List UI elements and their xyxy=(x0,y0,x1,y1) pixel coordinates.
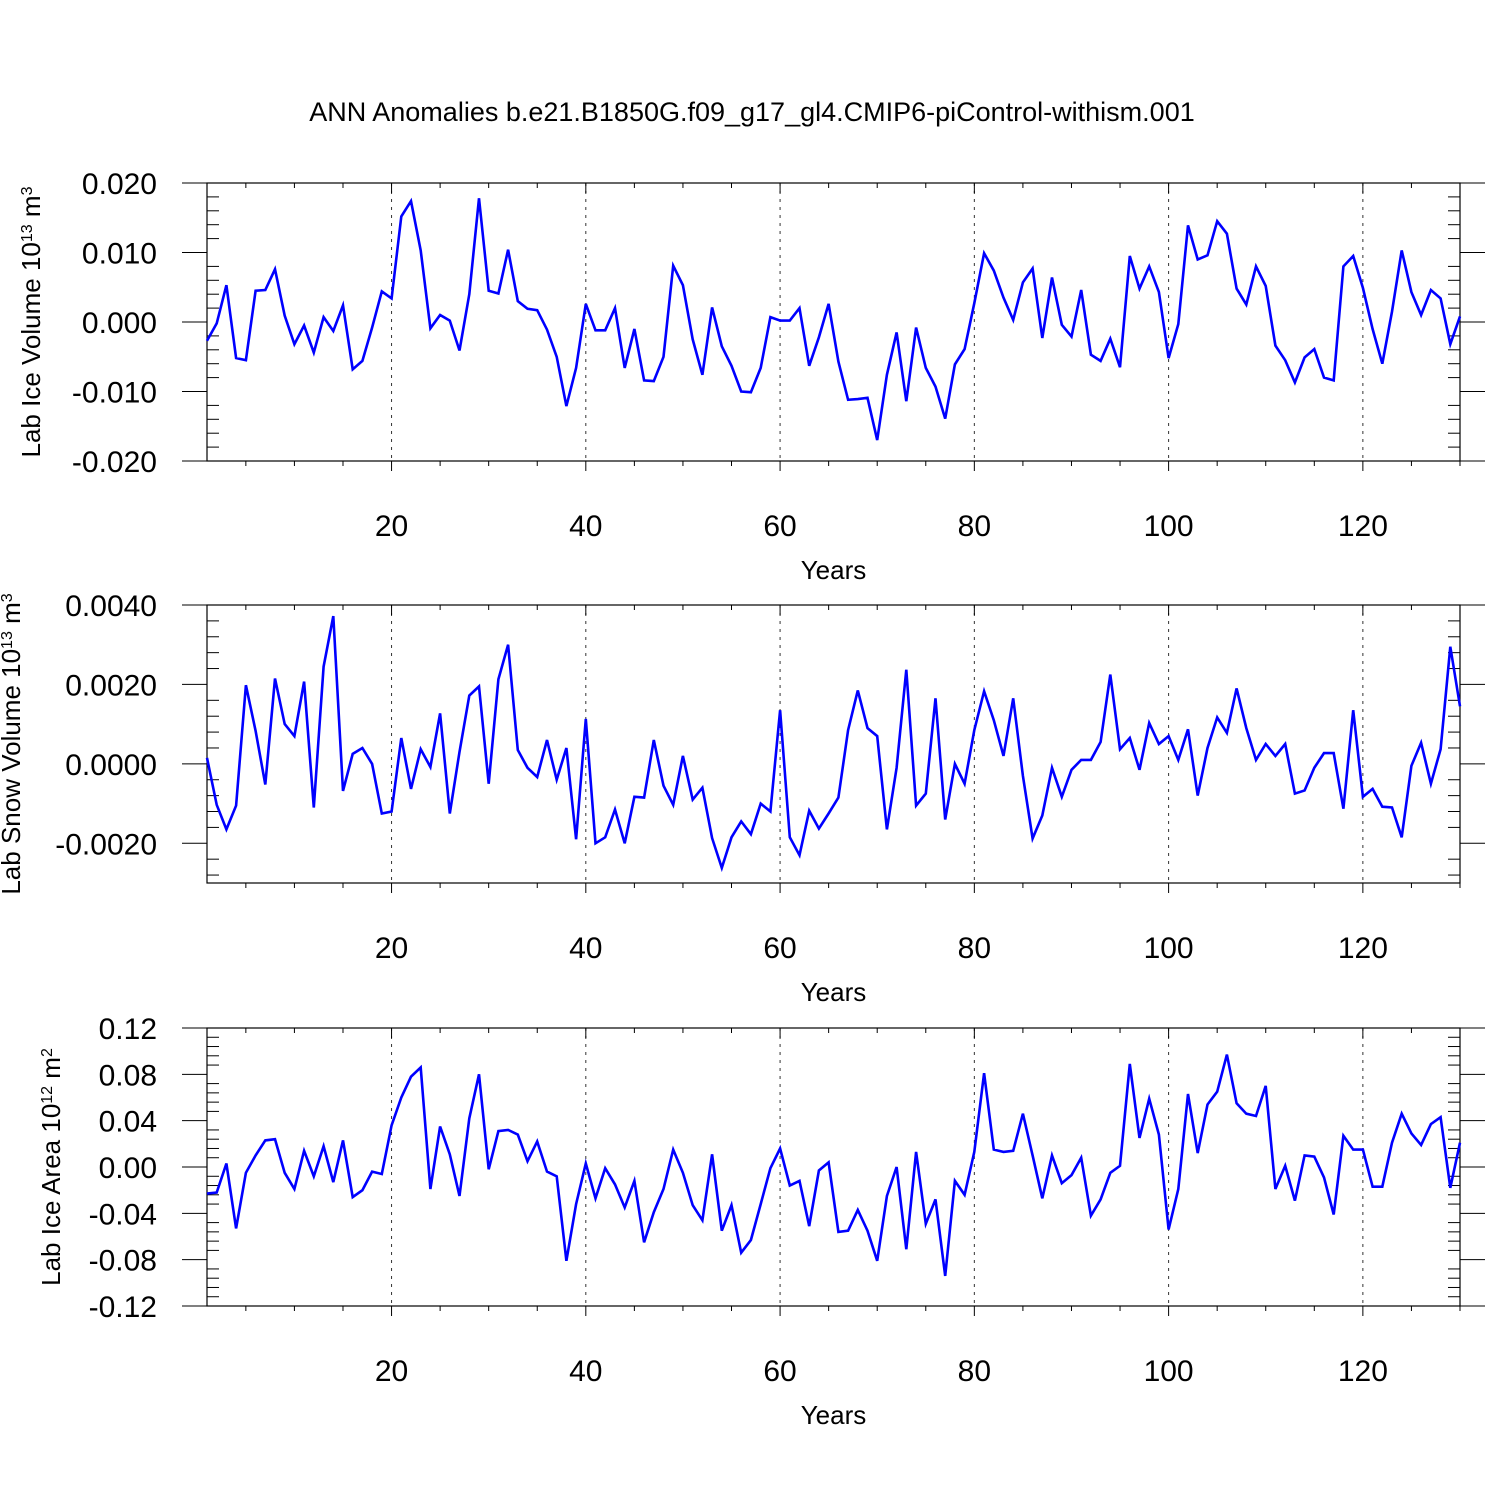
x-tick-label: 20 xyxy=(375,932,408,965)
y-tick-label: -0.020 xyxy=(72,446,157,479)
x-axis-label: Years xyxy=(801,555,867,585)
y-tick-label: -0.08 xyxy=(89,1245,157,1278)
y-axis-label: Lab Ice Area 1012 m2 xyxy=(36,1048,66,1286)
y-tick-label: 0.12 xyxy=(99,1013,157,1046)
panel-1: 20 40 60 80 100 120 Years -0.020 -0.010 0.000 0.01… xyxy=(16,168,1485,585)
panel-3: 20 40 60 80 100 120 Years -0.12 -0.08 -0.04 0.00 0.… xyxy=(36,1013,1485,1430)
x-tick-label: 100 xyxy=(1144,932,1194,965)
y-tick-label: 0.00 xyxy=(99,1152,157,1185)
x-tick-label: 80 xyxy=(958,1355,991,1388)
x-tick-label: 60 xyxy=(763,932,796,965)
y-tick-label: 0.0000 xyxy=(65,749,157,782)
y-tick-label: 0.020 xyxy=(82,168,157,201)
series-line xyxy=(206,1054,1462,1277)
series-line xyxy=(205,615,1462,873)
x-tick-label: 120 xyxy=(1338,510,1388,543)
y-tick-label: 0.0020 xyxy=(65,669,157,702)
x-axis-label: Years xyxy=(801,1400,867,1430)
series-line xyxy=(205,197,1462,441)
panels: 20 40 60 80 100 120 Years -0.020 -0.010 0.000 0.01… xyxy=(0,168,1485,1430)
y-tick-label: -0.0020 xyxy=(55,828,157,861)
x-tick-label: 80 xyxy=(958,932,991,965)
figure-title: ANN Anomalies b.e21.B1850G.f09_g17_gl4.C… xyxy=(309,97,1194,127)
x-tick-label: 100 xyxy=(1144,1355,1194,1388)
x-tick-label: 20 xyxy=(375,510,408,543)
y-tick-label: 0.0040 xyxy=(65,590,157,623)
y-tick-label: -0.04 xyxy=(89,1198,157,1231)
x-tick-label: 40 xyxy=(569,932,602,965)
x-tick-label: 40 xyxy=(569,510,602,543)
x-tick-label: 120 xyxy=(1338,1355,1388,1388)
plot-frame xyxy=(206,604,1461,884)
x-tick-label: 100 xyxy=(1144,510,1194,543)
y-axis-label: Lab Snow Volume 1013 m3 xyxy=(0,593,26,894)
x-tick-label: 60 xyxy=(763,510,796,543)
x-tick-label: 20 xyxy=(375,1355,408,1388)
y-tick-label: 0.000 xyxy=(82,307,157,340)
y-axis-label: Lab Ice Volume 1013 m3 xyxy=(16,186,46,457)
y-tick-label: 0.04 xyxy=(99,1106,157,1139)
y-tick-label: -0.010 xyxy=(72,377,157,410)
panel-2: 20 40 60 80 100 120 Years -0.0020 0.0000 0.0020 0.… xyxy=(0,590,1485,1007)
x-axis-label: Years xyxy=(801,977,867,1007)
y-tick-label: 0.08 xyxy=(99,1059,157,1092)
x-tick-label: 60 xyxy=(763,1355,796,1388)
y-tick-label: 0.010 xyxy=(82,238,157,271)
x-tick-label: 80 xyxy=(958,510,991,543)
y-tick-label: -0.12 xyxy=(89,1291,157,1324)
x-tick-label: 120 xyxy=(1338,932,1388,965)
x-tick-label: 40 xyxy=(569,1355,602,1388)
